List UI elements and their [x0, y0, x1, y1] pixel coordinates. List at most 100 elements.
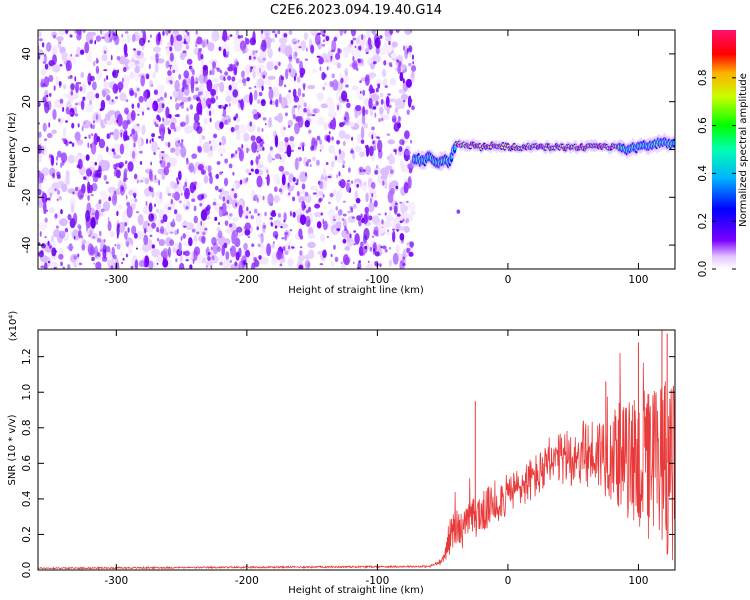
- noise-speckle-dot: [86, 225, 88, 232]
- noise-speckle-cell: [388, 211, 392, 222]
- noise-speckle-dot: [162, 258, 169, 268]
- noise-speckle-cell: [344, 245, 351, 251]
- noise-speckle-dot: [277, 30, 281, 35]
- noise-speckle-dot: [114, 34, 120, 46]
- noise-speckle-dot: [363, 227, 370, 240]
- noise-speckle-dot: [369, 247, 373, 252]
- noise-speckle-dot: [265, 169, 269, 174]
- noise-speckle-dot: [347, 167, 351, 173]
- noise-speckle-dot: [266, 243, 272, 257]
- noise-speckle-dot: [157, 31, 161, 42]
- noise-speckle-dot: [291, 246, 295, 249]
- noise-speckle-cell: [395, 244, 400, 254]
- noise-speckle-dot: [287, 182, 290, 187]
- noise-speckle-cell: [341, 74, 349, 84]
- noise-speckle-cell: [267, 75, 276, 80]
- noise-speckle-dot: [95, 261, 102, 269]
- noise-speckle-cell: [317, 190, 324, 196]
- noise-speckle-dot: [43, 76, 50, 88]
- noise-speckle-dot: [286, 144, 292, 158]
- noise-speckle-dot: [176, 228, 179, 235]
- noise-speckle-dot: [215, 95, 219, 100]
- noise-speckle-cell: [173, 187, 183, 193]
- y-tick-label: 0.2: [21, 526, 33, 543]
- noise-speckle-dot: [62, 266, 66, 269]
- noise-speckle-dot: [147, 39, 150, 43]
- noise-speckle-dot: [367, 37, 372, 47]
- noise-speckle-dot: [241, 209, 244, 214]
- noise-speckle-cell: [164, 156, 173, 165]
- noise-speckle-dot: [50, 155, 55, 167]
- noise-speckle-dot: [146, 107, 150, 110]
- noise-speckle-dot: [79, 86, 83, 92]
- noise-speckle-dot: [377, 263, 382, 267]
- noise-speckle-dot: [349, 234, 352, 239]
- noise-speckle-cell: [307, 84, 316, 90]
- noise-speckle-dot: [205, 248, 208, 252]
- noise-speckle-cell: [310, 185, 318, 191]
- noise-speckle-cell: [344, 133, 351, 140]
- noise-speckle-dot: [316, 55, 321, 58]
- noise-speckle-dot: [389, 246, 391, 250]
- noise-speckle-dot: [317, 32, 321, 35]
- noise-speckle-dot: [175, 258, 178, 263]
- x-tick-label: -100: [365, 274, 389, 286]
- noise-speckle-dot: [68, 141, 73, 144]
- noise-speckle-dot: [382, 245, 387, 250]
- noise-speckle-dot: [261, 128, 264, 132]
- noise-speckle-cell: [86, 226, 94, 235]
- noise-speckle-dot: [399, 73, 404, 82]
- noise-speckle-cell: [62, 84, 67, 90]
- noise-speckle-dot: [336, 228, 341, 232]
- noise-speckle-cell: [372, 44, 377, 57]
- noise-speckle-dot: [248, 55, 252, 61]
- noise-speckle-dot: [193, 187, 197, 191]
- noise-speckle-dot: [151, 213, 154, 220]
- x-tick-label: 0: [505, 274, 512, 286]
- noise-speckle-dot: [284, 250, 289, 256]
- noise-speckle-cell: [316, 92, 324, 102]
- noise-speckle-dot: [158, 238, 166, 247]
- noise-speckle-dot: [189, 181, 195, 194]
- noise-speckle-dot: [373, 248, 376, 252]
- noise-speckle-dot: [342, 200, 346, 203]
- noise-speckle-dot: [89, 230, 92, 236]
- noise-speckle-dot: [256, 111, 260, 115]
- noise-speckle-dot: [170, 198, 173, 205]
- noise-speckle-dot: [141, 30, 144, 34]
- noise-speckle-dot: [83, 121, 86, 125]
- x-tick-label: 100: [628, 575, 648, 587]
- noise-speckle-dot: [274, 225, 278, 229]
- noise-speckle-cell: [335, 191, 341, 203]
- noise-speckle-cell: [126, 34, 131, 44]
- noise-speckle-cell: [312, 156, 317, 162]
- noise-speckle-dot: [409, 241, 414, 248]
- noise-speckle-dot: [399, 201, 402, 204]
- noise-speckle-cell: [100, 123, 106, 129]
- noise-speckle-dot: [331, 73, 335, 79]
- x-tick-label: 100: [628, 274, 648, 286]
- noise-speckle-dot: [235, 113, 239, 119]
- noise-speckle-dot: [173, 209, 178, 215]
- noise-speckle-cell: [129, 72, 135, 80]
- noise-speckle-dot: [175, 114, 180, 118]
- noise-speckle-dot: [60, 162, 63, 169]
- noise-speckle-dot: [185, 259, 189, 262]
- noise-speckle-dot: [111, 193, 118, 206]
- noise-speckle-dot: [89, 39, 94, 45]
- noise-speckle-dot: [246, 148, 250, 152]
- noise-speckle-dot: [148, 213, 155, 222]
- noise-speckle-dot: [178, 139, 180, 144]
- noise-speckle-cell: [257, 160, 264, 165]
- noise-speckle-dot: [345, 182, 350, 193]
- noise-speckle-dot: [201, 40, 206, 49]
- noise-speckle-dot: [97, 165, 102, 179]
- noise-speckle-dot: [41, 243, 46, 249]
- noise-speckle-dot: [252, 30, 256, 43]
- noise-speckle-cell: [136, 106, 145, 113]
- noise-speckle-dot: [260, 44, 263, 51]
- noise-speckle-dot: [408, 62, 412, 67]
- noise-speckle-cell: [103, 81, 110, 88]
- noise-speckle-dot: [229, 34, 233, 37]
